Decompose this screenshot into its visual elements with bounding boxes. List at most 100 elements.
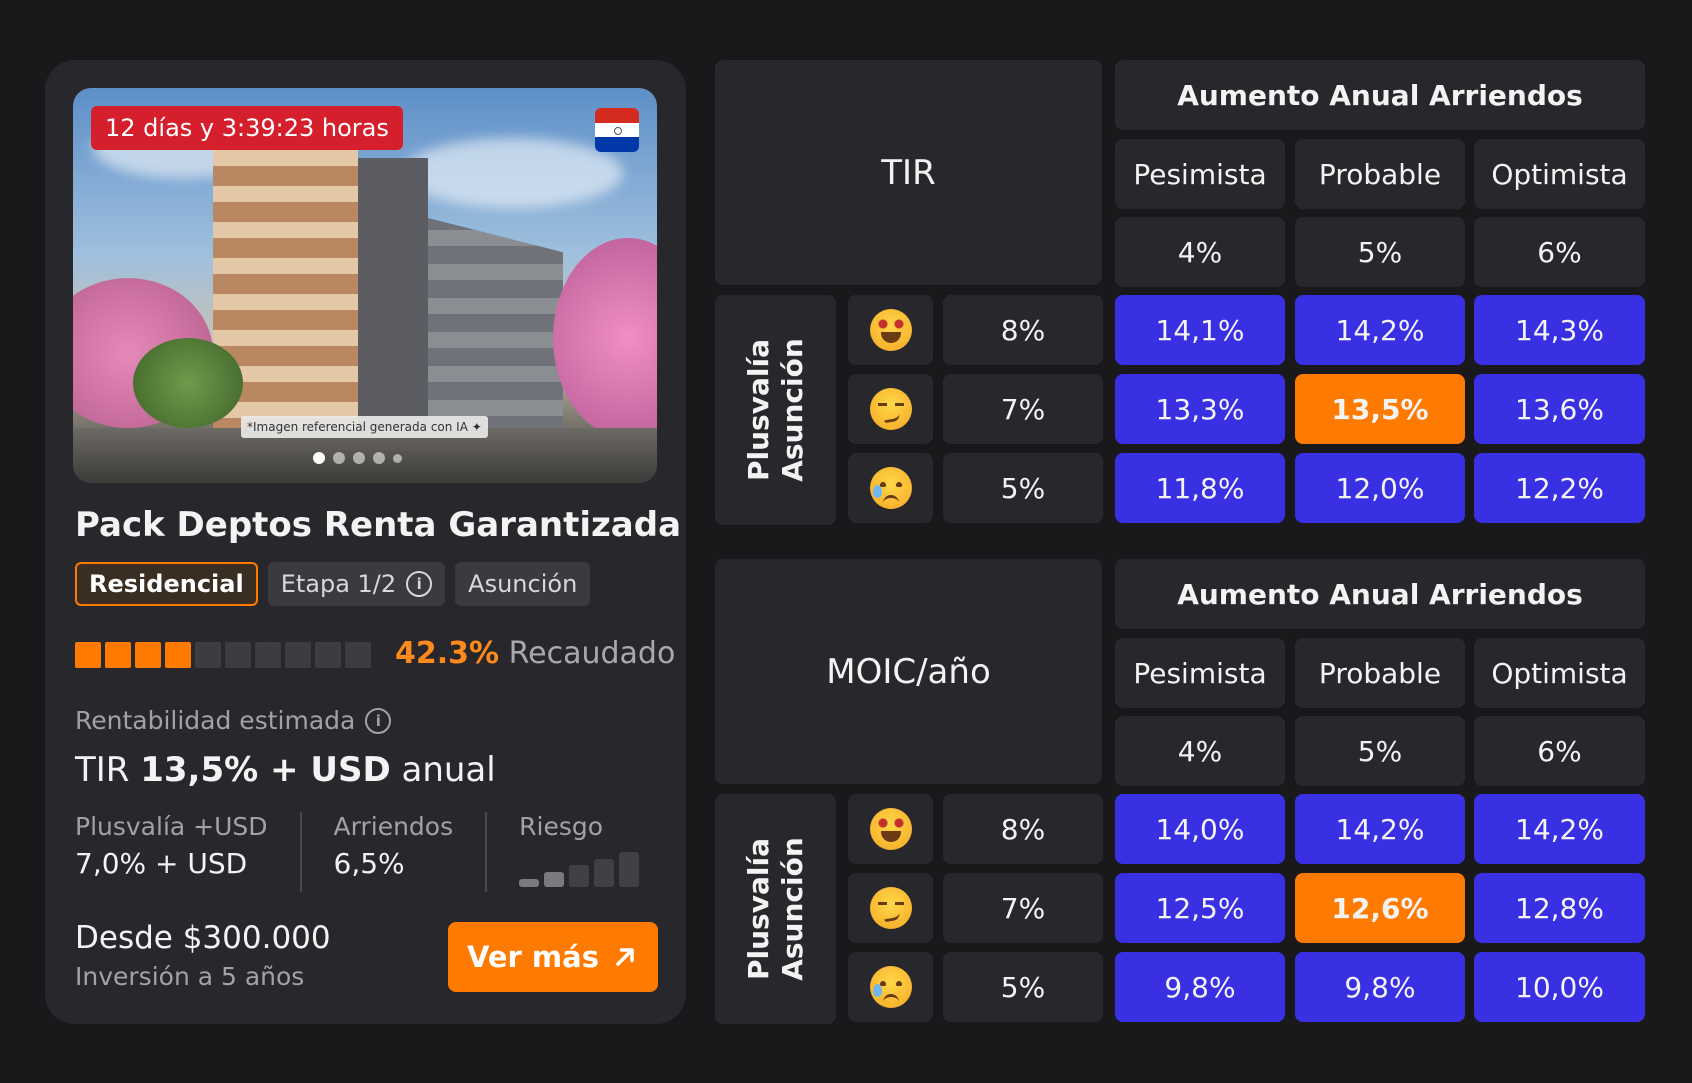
project-tags: Residencial Etapa 1/2 i Asunción (75, 562, 591, 606)
appreciation-rate-cell: 5% (943, 952, 1103, 1022)
star-struck-emoji-icon (869, 309, 912, 351)
appreciation-rate-cell: 8% (943, 295, 1103, 365)
progress-segment (165, 642, 191, 668)
risk-meter (519, 851, 640, 887)
moic-table: MOIC/año Aumento Anual Arriendos Pesimis… (715, 559, 1645, 1024)
value-cell: 14,2% (1295, 794, 1465, 864)
value-cell: 14,2% (1474, 794, 1645, 864)
sad-tear-emoji-icon (869, 467, 912, 509)
progress-segment (255, 642, 281, 668)
row-group-label: Plusvalía Asunción (715, 295, 836, 525)
rent-rate-label: 5% (1357, 734, 1403, 768)
rent-rate-label: 4% (1177, 235, 1223, 269)
tag-stage[interactable]: Etapa 1/2 i (267, 562, 446, 606)
ai-image-note: *Imagen referencial generada con IA ✦ (241, 416, 488, 438)
table-header: Aumento Anual Arriendos (1115, 60, 1645, 130)
risk-bar (519, 879, 540, 887)
row-group-label: Plusvalía Asunción (715, 794, 836, 1024)
progress-segment (195, 642, 221, 668)
appreciation-rate-cell: 7% (943, 374, 1103, 444)
risk-bar (544, 872, 565, 887)
scenario-label: Pesimista (1133, 656, 1267, 690)
value-cell: 12,5% (1115, 873, 1285, 943)
risk-bar (619, 852, 640, 887)
project-card: 12 días y 3:39:23 horas *Imagen referenc… (45, 60, 686, 1024)
smirk-emoji-icon (869, 887, 912, 929)
carousel-dot[interactable] (333, 452, 345, 464)
table-metric-label: TIR (715, 60, 1102, 285)
value-cell: 12,2% (1474, 453, 1645, 523)
header-label: Aumento Anual Arriendos (1177, 78, 1583, 112)
smirk-emoji-icon (869, 388, 912, 430)
tag-stage-label: Etapa 1/2 (280, 570, 397, 598)
scenario-header: Optimista (1474, 139, 1645, 209)
scenario-label: Probable (1318, 656, 1442, 690)
rent-rate-header: 6% (1474, 217, 1645, 287)
scenario-header: Optimista (1474, 638, 1645, 708)
carousel-dot[interactable] (393, 453, 402, 463)
scenario-emoji-cell (848, 952, 933, 1022)
stat-rent: Arriendos 6,5% (299, 812, 486, 892)
progress-segment (105, 642, 131, 668)
cell-value: 9,8% (1344, 970, 1416, 1004)
progress-segment (315, 642, 341, 668)
value-cell: 14,0% (1115, 794, 1285, 864)
return-label-text: Rentabilidad estimada (75, 706, 356, 735)
scenario-emoji-cell (848, 794, 933, 864)
project-title: Pack Deptos Renta Garantizada (75, 505, 682, 545)
carousel-dot[interactable] (313, 452, 325, 464)
cell-value: 12,5% (1155, 891, 1245, 925)
stat-appreciation: Plusvalía +USD 7,0% + USD (75, 812, 300, 892)
info-icon[interactable]: i (365, 707, 392, 734)
cell-value: 13,5% (1331, 392, 1429, 426)
cell-value: 13,6% (1515, 392, 1604, 426)
photo-building (358, 158, 428, 445)
value-cell: 14,2% (1295, 295, 1465, 365)
funding-progress-bar (75, 642, 371, 668)
metric-label: MOIC/año (826, 651, 991, 692)
appreciation-rate: 7% (1000, 392, 1046, 426)
carousel-dots (313, 452, 402, 464)
cell-value: 14,2% (1515, 812, 1604, 846)
photo-tree (133, 338, 243, 428)
cell-value: 10,0% (1515, 970, 1604, 1004)
value-cell: 9,8% (1115, 952, 1285, 1022)
funding-status: 42.3% Recaudado (395, 636, 675, 671)
investment-horizon: Inversión a 5 años (75, 962, 305, 991)
appreciation-rate: 5% (1000, 471, 1046, 505)
tag-location-label: Asunción (468, 570, 578, 598)
value-cell: 9,8% (1295, 952, 1465, 1022)
project-photo-carousel[interactable]: 12 días y 3:39:23 horas *Imagen referenc… (73, 88, 657, 483)
scenario-label: Optimista (1491, 656, 1628, 690)
row-group-text: Plusvalía Asunción (741, 338, 809, 482)
cell-value: 12,8% (1515, 891, 1604, 925)
appreciation-rate: 5% (1000, 970, 1046, 1004)
rent-rate-label: 6% (1537, 235, 1582, 269)
appreciation-rate-cell: 8% (943, 794, 1103, 864)
return-prefix: TIR (75, 750, 130, 790)
sad-tear-emoji-icon (869, 966, 912, 1008)
value-cell: 12,8% (1474, 873, 1645, 943)
carousel-dot[interactable] (353, 452, 365, 464)
row-group-text: Plusvalía Asunción (741, 837, 809, 981)
stat-label: Riesgo (519, 812, 604, 841)
info-icon[interactable]: i (406, 571, 433, 597)
scenario-emoji-cell (848, 453, 933, 523)
progress-segment (285, 642, 311, 668)
tag-type-label: Residencial (89, 570, 244, 598)
price: Desde $300.000 (75, 920, 331, 956)
cell-value: 14,2% (1335, 313, 1425, 347)
cell-value: 12,2% (1515, 471, 1604, 505)
return-suffix: anual (401, 750, 496, 790)
return-value: TIR 13,5% + USD anual (75, 750, 496, 790)
cell-value: 13,3% (1155, 392, 1245, 426)
funding-label: Recaudado (508, 636, 676, 671)
funding-percent: 42.3% (395, 636, 500, 671)
scenario-header: Pesimista (1115, 638, 1285, 708)
carousel-dot[interactable] (373, 452, 385, 464)
see-more-button[interactable]: Ver más (448, 922, 658, 992)
risk-bar (594, 859, 615, 887)
stat-risk: Riesgo (485, 812, 671, 892)
rent-rate-header: 4% (1115, 217, 1285, 287)
scenario-emoji-cell (848, 295, 933, 365)
